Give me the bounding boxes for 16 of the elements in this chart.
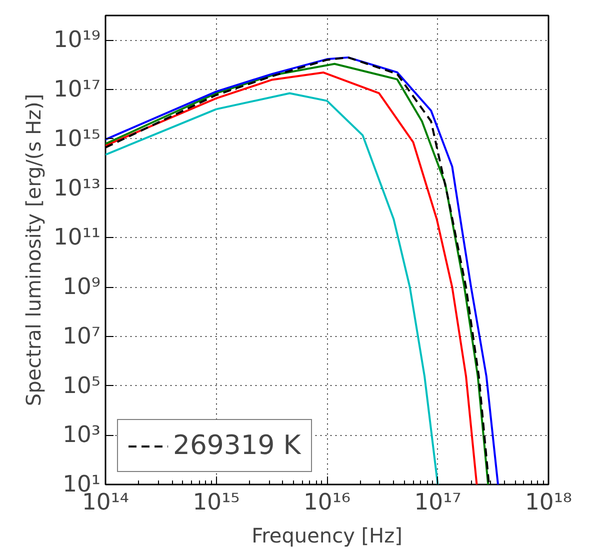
y-tick-label: 10⁵ (62, 372, 101, 399)
y-tick-label: 10¹¹ (54, 224, 101, 251)
x-axis-title: Frequency [Hz] (252, 524, 402, 548)
x-tick-label: 10¹⁷ (414, 490, 462, 516)
y-tick-label: 10¹³ (54, 175, 101, 202)
legend-label: 269319 K (173, 430, 301, 461)
x-tick-label: 10¹⁸ (525, 490, 572, 516)
x-tick-label: 10¹⁶ (304, 490, 351, 516)
y-tick-label: 10¹⁵ (54, 126, 101, 152)
y-tick-label: 10⁷ (62, 323, 101, 350)
y-tick-label: 10¹⁹ (54, 27, 101, 54)
y-axis-title: Spectral luminosity [erg/(s Hz)] (22, 94, 46, 406)
y-tick-label: 10¹⁷ (54, 76, 101, 103)
y-tick-label: 10³ (62, 422, 101, 448)
y-tick-label: 10⁹ (62, 274, 101, 300)
x-tick-label: 10¹⁵ (192, 490, 240, 516)
